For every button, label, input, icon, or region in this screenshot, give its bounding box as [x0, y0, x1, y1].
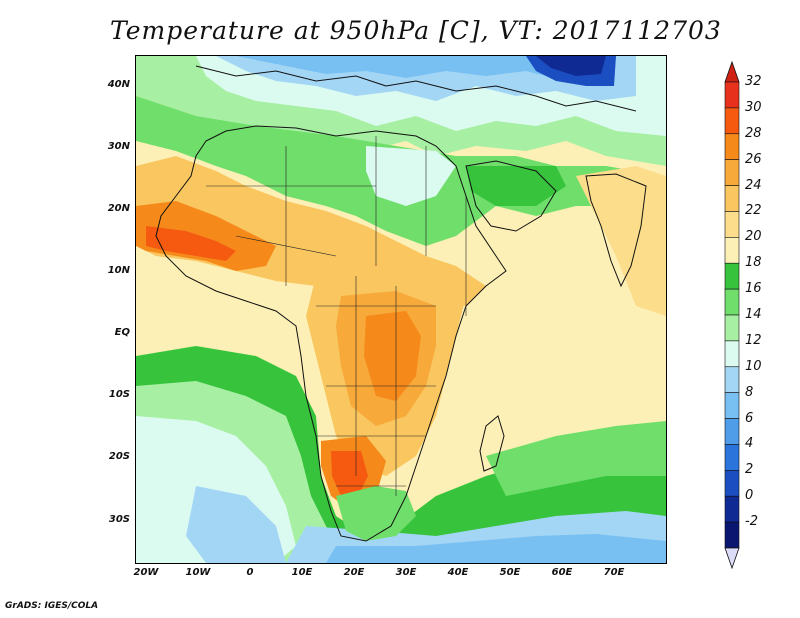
field-caspian-darker: [536, 56, 606, 76]
colorbar-segment: [724, 418, 740, 445]
colorbar-segment: [724, 444, 740, 471]
field-atlantic-blue: [186, 486, 286, 563]
colorbar-tick-label: -2: [745, 514, 758, 530]
field-namibia-core: [331, 451, 368, 496]
lat-label-20s: 20S: [108, 451, 130, 462]
colorbar-segment: [724, 314, 740, 342]
colorbar-segment: [724, 262, 740, 290]
field-south-africa-land: [336, 486, 416, 541]
colorbar-tick-label: 26: [745, 151, 762, 167]
lat-label-30n: 30N: [107, 141, 130, 152]
temperature-field: [136, 56, 666, 563]
colorbar-tick-label: 30: [745, 99, 762, 115]
colorbar-segment: [724, 495, 740, 523]
colorbar-segment: [724, 340, 740, 368]
colorbar-tick-label: 14: [745, 307, 762, 322]
colorbar-top-arrow: [724, 60, 740, 83]
coastlines: [155, 65, 647, 542]
colorbar-tick-label: 28: [745, 125, 762, 141]
field-indian-green: [486, 421, 666, 496]
lon-label-0: 0: [246, 567, 254, 578]
colorbar: [724, 60, 740, 570]
india-coastline: [585, 173, 647, 288]
field-europe-blue2: [236, 56, 606, 81]
colorbar-segment: [724, 521, 740, 549]
lat-label-10n: 10N: [107, 265, 130, 276]
field-westafrica-core: [146, 226, 236, 261]
colorbar-tick-label: 2: [745, 462, 754, 478]
madagascar-coastline: [479, 415, 505, 472]
colorbar-segment: [724, 211, 740, 238]
colorbar-segment: [724, 366, 740, 393]
lon-label-10w: 10W: [185, 567, 211, 578]
colorbar-tick-label: 18: [745, 255, 762, 271]
colorbar-tick-label: 4: [745, 436, 754, 452]
field-congo-core: [364, 311, 421, 401]
lat-label-30s: 30S: [108, 514, 130, 525]
country-borders: [206, 136, 467, 496]
colorbar-tick-label: 24: [745, 177, 762, 193]
colorbar-segment: [724, 185, 740, 212]
colorbar-tick-label: 10: [745, 358, 762, 374]
lat-label-10s: 10S: [108, 389, 130, 400]
lat-label-eq: EQ: [114, 327, 130, 338]
colorbar-segment: [724, 237, 740, 264]
map-title: Temperature at 950hPa [C], VT: 201711270…: [110, 16, 722, 45]
field-sahel-warm: [136, 156, 486, 306]
colorbar-tick-label: 6: [745, 410, 754, 426]
colorbar-segment: [724, 288, 740, 316]
colorbar-segment: [724, 133, 740, 160]
field-westafrica-hot: [136, 201, 276, 271]
lon-label-50e: 50E: [499, 567, 521, 578]
lon-label-10e: 10E: [291, 567, 313, 578]
colorbar-tick-label: 0: [745, 488, 754, 504]
colorbar-segment: [724, 159, 740, 186]
colorbar-tick-label: 22: [745, 203, 762, 219]
africa-coastline: [155, 125, 507, 542]
lon-label-20e: 20E: [343, 567, 365, 578]
field-sahara-pale: [366, 146, 456, 206]
europe-coastline: [195, 65, 637, 112]
lat-label-40n: 40N: [107, 79, 130, 90]
colorbar-segment: [724, 81, 740, 109]
colorbar-tick-label: 20: [745, 229, 762, 245]
field-south-deep: [326, 534, 666, 563]
colorbar-segment: [724, 392, 740, 419]
colorbar-segment: [724, 107, 740, 135]
colorbar-tick-label: 12: [745, 332, 762, 348]
colorbar-segment: [724, 470, 740, 497]
colorbar-bottom-arrow: [724, 547, 740, 570]
temperature-map: [135, 55, 667, 564]
colorbar-tick-label: 8: [745, 384, 754, 400]
lon-label-30e: 30E: [395, 567, 417, 578]
lon-label-60e: 60E: [551, 567, 573, 578]
lon-label-20w: 20W: [133, 567, 159, 578]
colorbar-tick-label: 32: [745, 74, 762, 89]
lon-label-70e: 70E: [603, 567, 625, 578]
arabia-coastline: [465, 160, 557, 232]
colorbar-tick-label: 16: [745, 281, 762, 297]
lat-label-20n: 20N: [107, 203, 130, 214]
credit-text: GrADS: IGES/COLA: [5, 601, 99, 611]
lon-label-40e: 40E: [447, 567, 469, 578]
